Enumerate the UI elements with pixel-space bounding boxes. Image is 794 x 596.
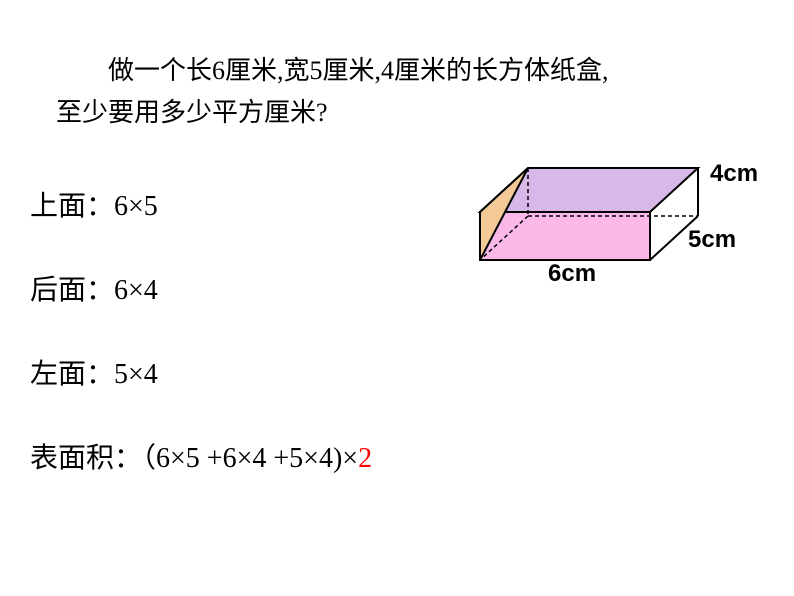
back-face-calc: 后面：6×4 xyxy=(30,268,158,308)
top-face-calc: 上面：6×5 xyxy=(30,184,158,224)
dimension-width: 5cm xyxy=(688,226,736,254)
dimension-height: 4cm xyxy=(710,160,758,188)
left-face-calc: 左面：5×4 xyxy=(30,352,158,392)
surface-area-prefix: 表面积：（6×5 +6×4 +5×4)× xyxy=(30,443,358,474)
surface-area-highlight: 2 xyxy=(358,443,372,474)
cuboid-diagram xyxy=(450,150,750,290)
surface-area-calc: 表面积：（6×5 +6×4 +5×4)×2 xyxy=(30,436,372,476)
problem-statement: 做一个长6厘米,宽5厘米,4厘米的长方体纸盒, 至少要用多少平方厘米? xyxy=(56,50,756,133)
problem-line1: 做一个长6厘米,宽5厘米,4厘米的长方体纸盒, xyxy=(56,50,756,92)
problem-line2: 至少要用多少平方厘米? xyxy=(56,92,756,134)
dimension-length: 6cm xyxy=(548,260,596,288)
